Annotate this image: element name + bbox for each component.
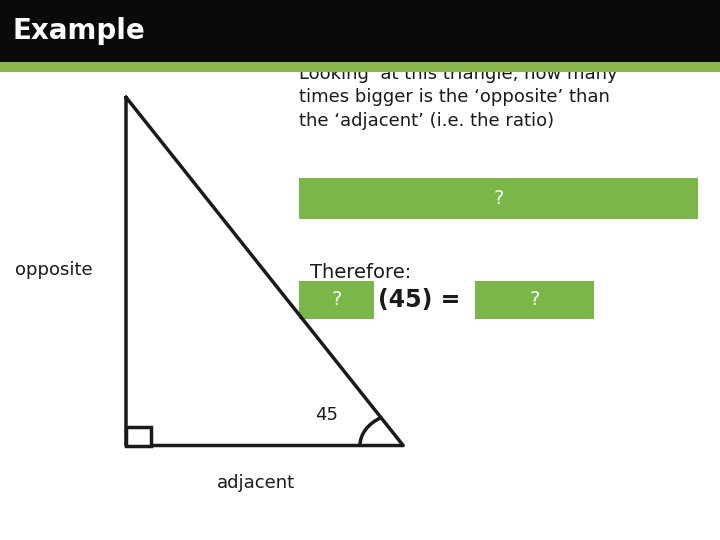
Bar [126,427,151,446]
Text: 45: 45 [315,406,338,424]
Bar [299,178,698,219]
Bar [475,281,594,319]
Text: Example: Example [13,17,145,45]
Bar [0,62,720,72]
Text: opposite: opposite [15,261,93,279]
Text: (45) =: (45) = [378,288,460,312]
Text: Looking  at this triangle, how many
times bigger is the ‘opposite’ than
the ‘adj: Looking at this triangle, how many times… [299,65,618,130]
Text: adjacent: adjacent [217,474,294,492]
Bar [299,281,374,319]
Bar [0,0,720,62]
Text: ?: ? [493,189,504,208]
Text: ?: ? [331,290,342,309]
Text: Therefore:: Therefore: [310,263,411,282]
Text: ?: ? [529,290,540,309]
